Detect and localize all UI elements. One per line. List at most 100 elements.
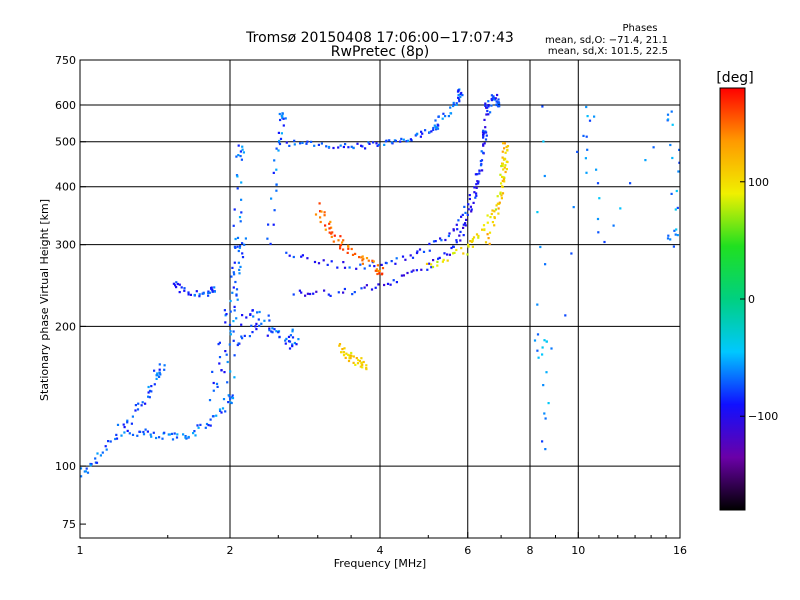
data-point (420, 130, 423, 133)
data-point (330, 232, 333, 235)
data-point (378, 272, 381, 275)
data-point (236, 343, 239, 347)
data-point (596, 182, 600, 185)
data-point (360, 144, 363, 147)
data-point (675, 189, 678, 193)
data-point (483, 142, 486, 145)
data-point (233, 208, 236, 211)
data-point (501, 150, 504, 153)
data-point (277, 141, 281, 144)
data-point (470, 208, 473, 211)
data-point (672, 245, 675, 248)
data-point (208, 291, 211, 294)
data-point (465, 218, 468, 221)
data-point (447, 115, 450, 118)
data-point (432, 128, 435, 131)
data-point (358, 256, 361, 259)
data-point (460, 247, 463, 250)
data-point (207, 294, 210, 297)
data-point (419, 135, 422, 138)
data-point (486, 106, 489, 109)
data-point (495, 104, 498, 107)
data-point (338, 344, 341, 347)
data-point (434, 240, 437, 243)
data-point (330, 226, 333, 229)
data-point (180, 286, 183, 289)
data-point (269, 242, 272, 245)
data-point (94, 457, 97, 460)
data-point (235, 155, 238, 158)
data-point (176, 433, 179, 436)
data-point (309, 292, 312, 296)
data-point (149, 433, 152, 436)
data-point (229, 370, 232, 373)
data-point (226, 360, 229, 364)
data-point (333, 234, 336, 237)
data-point (225, 313, 228, 316)
data-point (178, 291, 181, 294)
data-point (476, 180, 479, 183)
data-point (134, 409, 137, 412)
data-point (459, 230, 462, 233)
data-point (139, 430, 142, 433)
x-tick-label: 16 (673, 544, 687, 557)
data-point (306, 257, 309, 260)
data-point (213, 286, 216, 289)
data-point (282, 124, 285, 127)
data-point (477, 180, 480, 183)
data-point (381, 267, 385, 270)
data-point (493, 210, 496, 213)
data-point (491, 98, 494, 101)
data-point (238, 268, 241, 271)
data-point (472, 201, 475, 204)
colorbar-tick-label: 0 (748, 293, 755, 306)
data-point (449, 106, 452, 109)
data-point (240, 335, 243, 338)
x-tick-label: 10 (571, 544, 585, 557)
data-point (544, 448, 547, 451)
data-point (236, 236, 240, 239)
data-point (459, 95, 462, 98)
data-point (390, 260, 393, 263)
data-point (291, 343, 294, 346)
data-point (394, 262, 397, 265)
data-point (231, 397, 235, 400)
data-point (479, 160, 482, 163)
data-point (484, 126, 487, 129)
data-point (462, 226, 465, 229)
data-point (343, 266, 347, 269)
data-point (278, 335, 281, 338)
data-point (301, 254, 304, 257)
stats-line-x: mean, sd,X: 101.5, 22.5 (548, 46, 668, 57)
data-point (354, 252, 357, 255)
data-point (315, 290, 318, 293)
data-point (500, 165, 503, 168)
data-point (187, 291, 190, 294)
data-point (237, 249, 240, 253)
data-point (284, 117, 287, 120)
data-point (147, 395, 150, 398)
data-point (212, 381, 215, 385)
data-point (436, 264, 439, 267)
data-point (136, 434, 139, 437)
data-point (320, 210, 323, 213)
data-point (503, 142, 506, 145)
data-point (233, 309, 236, 312)
data-point (402, 274, 405, 277)
data-point (482, 151, 485, 154)
data-point (148, 396, 151, 399)
data-point (488, 231, 492, 234)
data-point (115, 433, 118, 436)
data-point (365, 257, 369, 260)
data-point (481, 169, 484, 172)
data-point (365, 368, 368, 371)
data-point (428, 131, 431, 134)
data-point (395, 257, 398, 260)
data-point (241, 242, 244, 245)
data-point (242, 151, 245, 154)
data-point (258, 324, 261, 327)
data-point (482, 132, 485, 135)
data-point (207, 290, 210, 293)
data-point (458, 234, 461, 237)
data-point (475, 192, 478, 195)
